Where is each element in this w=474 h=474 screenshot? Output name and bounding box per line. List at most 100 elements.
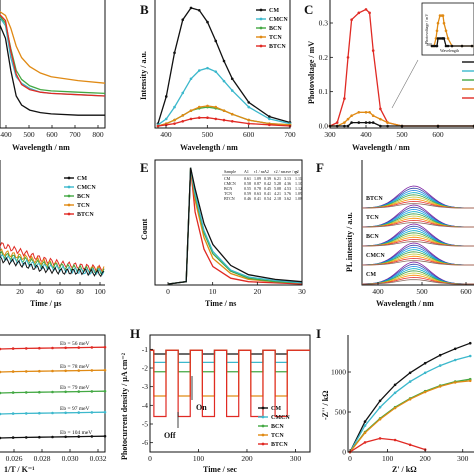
- panel-g-cm-point: [0, 436, 2, 440]
- panel-i-ylabel: -Z'' / kΩ: [321, 390, 330, 420]
- panel-d-legend-marker: [67, 185, 71, 189]
- panel-b-label: B: [140, 2, 149, 17]
- panel-g-energy-label: Eb = 78 meV: [60, 364, 90, 370]
- panel-e-table-cell: 0.45: [264, 186, 271, 191]
- panel-g-cm-point: [11, 436, 15, 439]
- panel-f-ylabel: PL intensity / a.u.: [345, 212, 354, 272]
- panel-g-energy-label: Eb = 104 meV: [60, 430, 92, 436]
- panel-h-y-tick-label: -5: [142, 420, 148, 429]
- panel-g-btcn-point: [64, 346, 67, 350]
- panel-h-legend-label: BCN: [271, 424, 284, 430]
- panel-e-table-cell: 0.42: [264, 181, 271, 186]
- panel-i-tcn-point: [363, 431, 367, 435]
- panel-c-inset-cm-point: [435, 44, 439, 48]
- panel-d-legend-marker: [67, 212, 71, 216]
- panel-c-btcn-point: [379, 107, 382, 111]
- panel-b-cm-point: [230, 77, 234, 81]
- panel-b-tcn-point: [189, 109, 193, 112]
- panel-f-cmcn-spectrum: [362, 260, 474, 266]
- panel-b-btcn-point: [247, 122, 251, 125]
- panel-h-on-label: On: [196, 403, 207, 412]
- panel-h-y-tick-label: -4: [142, 401, 148, 410]
- panel-g-bcn-point: [103, 389, 107, 393]
- panel-c-cm-point: [364, 121, 368, 124]
- panel-c-tcn-point: [357, 110, 361, 114]
- panel-i-y-tick-label: 1000: [331, 368, 346, 377]
- panel-e-table-header: Sample: [224, 169, 236, 174]
- panel-g-cm-point: [24, 436, 28, 439]
- panel-e-table-cell: 3.62: [284, 196, 291, 201]
- panel-b-legend-marker: [259, 8, 263, 12]
- panel-e-label: E: [140, 160, 149, 175]
- panel-i-tcn-point: [468, 379, 472, 383]
- panel-c-btcn-point: [346, 56, 350, 59]
- panel-d-xlabel: Time / μs: [30, 299, 62, 308]
- panel-h-x-tick-label: 200: [241, 454, 253, 463]
- panel-b-tcn-point: [214, 105, 218, 109]
- panel-f-sample-label: BCN: [366, 234, 379, 240]
- panel-i-ticks: 0 100 200 300 1000 500 0: [331, 368, 469, 464]
- panel-g-tcn-point: [38, 369, 41, 373]
- panel-g-cmcn-point: [64, 411, 67, 415]
- panel-g-bcn-point: [90, 390, 94, 393]
- panel-i-cmcn-point: [363, 424, 367, 427]
- panel-b-cmcn-point: [214, 70, 218, 73]
- panel-i-btcn-line: [349, 437, 426, 453]
- panel-f-xticks: 400 500 600: [372, 282, 472, 296]
- panel-c-y-tick-label: 0.1: [319, 87, 329, 96]
- panel-d-legend-marker: [67, 176, 71, 180]
- panel-g-cm-point: [77, 435, 81, 438]
- panel-g-btcn-point: [24, 347, 28, 350]
- panel-e-table-cell: 1.09: [295, 191, 302, 196]
- panel-b-cmcn-point: [189, 77, 193, 81]
- panel-f-sample-label: BTCN: [366, 196, 383, 202]
- panel-g-cmcn-point: [11, 412, 15, 415]
- panel-d-tick-label: 40: [36, 287, 44, 296]
- panel-i-cm-point: [438, 353, 442, 357]
- panel-c-inset-cm-point: [438, 37, 442, 40]
- panel-e-table-header: τave / ns: [284, 169, 298, 174]
- panel-h-legend-marker: [261, 442, 265, 446]
- panel-e-table-cell: 4.53: [284, 186, 291, 191]
- panel-e-table-cell: BTCN: [224, 196, 235, 201]
- panel-g-tcn-point: [24, 370, 28, 373]
- panel-f-label: F: [316, 160, 324, 175]
- panel-b-btcn-point: [189, 117, 193, 121]
- panel-a-axes: [0, 0, 106, 129]
- panel-g-bcn-point: [77, 390, 81, 393]
- panel-e-table-cell: 0.39: [264, 176, 271, 181]
- panel-b: B 400 500 600 700 Intensity / a.u. Waveleng…: [139, 0, 296, 152]
- panel-e-table-cell: 0.41: [264, 191, 271, 196]
- panel-i-x-tick-label: 300: [457, 454, 469, 463]
- panel-f-xlabel: Wavelength / nm: [376, 299, 434, 308]
- panel-b-cm-point: [181, 18, 185, 22]
- panel-b-cm-point: [173, 51, 176, 55]
- panel-c: C 300 400 500 600 0.3 0.2 0.1 0.0 Photovoltage …: [304, 0, 474, 152]
- panel-e-table-cell: 2.18: [274, 196, 281, 201]
- panel-g-cmcn-point: [24, 412, 28, 415]
- panel-c-inset: [430, 14, 474, 48]
- panel-h: H 0 100 200 300 -1 -2 -3 -4 -5 -6 Photocurrent de…: [120, 326, 311, 474]
- panel-g-tcn-point: [0, 370, 2, 374]
- panel-i-cmcn-line: [349, 355, 471, 453]
- panel-c-tcn-point: [343, 121, 346, 124]
- panel-f-sample-label: CM: [366, 272, 376, 278]
- panel-g-energy-label: Eb = 79 meV: [60, 385, 90, 391]
- panel-d: 20 40 60 80 100 Time / μs CM CMCN BCN TCN BTCN: [0, 160, 106, 308]
- panel-d-legend: CM CMCN BCN TCN BTCN: [64, 176, 96, 218]
- panel-h-legend: CM CMCN BCN TCN BTCN: [258, 406, 290, 448]
- panel-a-tick-label: 800: [92, 130, 104, 139]
- panel-h-y-tick-label: -1: [142, 345, 148, 354]
- panel-d-legend-label: CMCN: [77, 185, 96, 191]
- panel-g-btcn-point: [77, 346, 81, 349]
- panel-c-tcn-point: [371, 114, 375, 118]
- panel-b-cm-point: [247, 101, 251, 104]
- panel-b-cm-point: [189, 6, 193, 10]
- panel-i-cmcn-point: [423, 371, 427, 375]
- panel-c-btcn-point: [368, 11, 371, 15]
- panel-c-inset-tcn-point: [436, 21, 440, 25]
- panel-b-tcn-point: [181, 114, 185, 117]
- panel-g-cmcn-point: [103, 410, 107, 414]
